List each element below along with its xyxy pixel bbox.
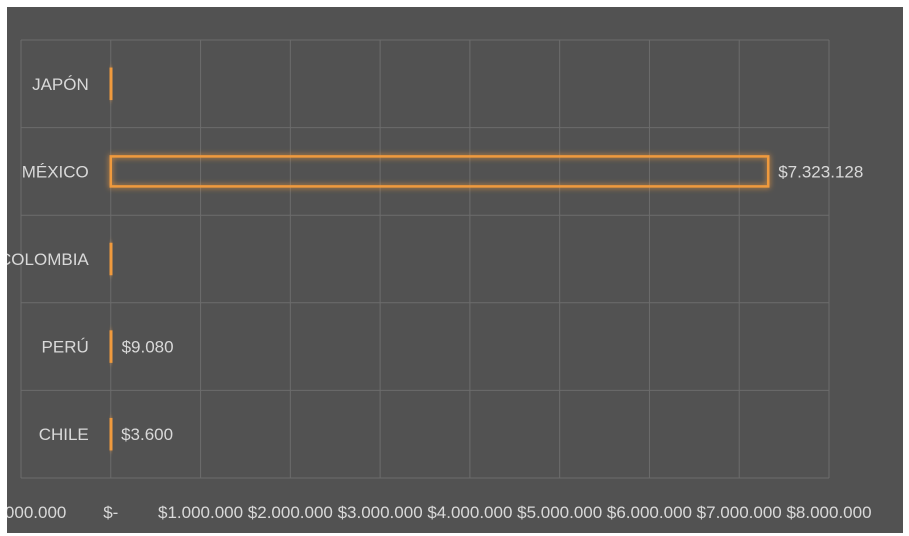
bar (109, 417, 113, 451)
category-label: COLOMBIA (7, 250, 89, 269)
data-label: $9.080 (122, 338, 174, 357)
bar (109, 155, 770, 188)
x-tick-label: $8.000.000 (786, 503, 871, 522)
category-label: PERÚ (42, 338, 89, 357)
bars (109, 67, 770, 451)
x-tick-label: -$1.000.000 (7, 503, 66, 522)
bar (109, 67, 113, 101)
bar (109, 330, 113, 363)
bar-chart: -$1.000.000 $- $1.000.000 $2.000.000 $3.000.… (7, 39, 872, 522)
category-label: CHILE (39, 425, 89, 444)
category-label: MÉXICO (22, 162, 89, 181)
x-tick-label: $5.000.000 (517, 503, 602, 522)
x-tick-label: $6.000.000 (607, 503, 692, 522)
data-label: $7.323.128 (778, 162, 863, 181)
x-tick-label: $4.000.000 (427, 503, 512, 522)
x-tick-label: $1.000.000 (158, 503, 243, 522)
x-tick-label: $7.000.000 (697, 503, 782, 522)
gridlines (20, 39, 830, 479)
x-tick-label: $3.000.000 (338, 503, 423, 522)
data-label: $3.600 (121, 425, 173, 444)
category-label: JAPÓN (32, 75, 89, 94)
bar (109, 242, 113, 276)
labels: -$1.000.000 $- $1.000.000 $2.000.000 $3.000.… (7, 75, 872, 522)
chart-area: -$1.000.000 $- $1.000.000 $2.000.000 $3.000.… (7, 7, 903, 533)
x-tick-label: $2.000.000 (248, 503, 333, 522)
x-tick-label: $- (103, 503, 118, 522)
